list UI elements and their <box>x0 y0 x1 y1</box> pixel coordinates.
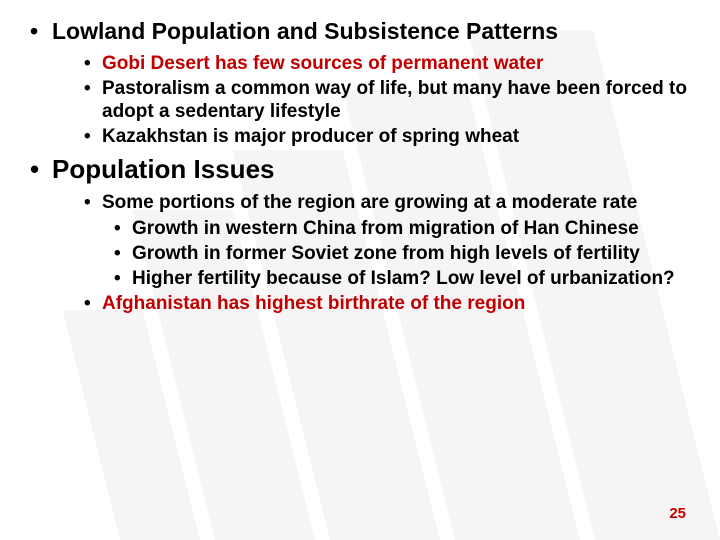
bullet-text: Some portions of the region are growing … <box>102 191 690 214</box>
outline-level2-list: •Gobi Desert has few sources of permanen… <box>84 52 690 149</box>
outline-level3: •Growth in former Soviet zone from high … <box>114 242 690 265</box>
outline-level3: •Growth in western China from migration … <box>114 217 690 240</box>
outline-level2: •Gobi Desert has few sources of permanen… <box>84 52 690 75</box>
bullet-glyph: • <box>84 191 102 214</box>
bullet-text: Population Issues <box>52 154 690 185</box>
bullet-text: Pastoralism a common way of life, but ma… <box>102 77 690 123</box>
bullet-glyph: • <box>84 125 102 148</box>
outline-root: •Lowland Population and Subsistence Patt… <box>30 18 690 315</box>
page-number: 25 <box>669 505 686 522</box>
bullet-text: Higher fertility because of Islam? Low l… <box>132 267 690 290</box>
outline-level2: •Afghanistan has highest birthrate of th… <box>84 292 690 315</box>
outline-level2: •Some portions of the region are growing… <box>84 191 690 290</box>
bullet-text: Growth in former Soviet zone from high l… <box>132 242 690 265</box>
bullet-glyph: • <box>30 18 52 46</box>
bullet-glyph: • <box>84 77 102 123</box>
outline-level2: •Kazakhstan is major producer of spring … <box>84 125 690 148</box>
bullet-text: Afghanistan has highest birthrate of the… <box>102 292 690 315</box>
bullet-glyph: • <box>84 52 102 75</box>
outline-level1: •Lowland Population and Subsistence Patt… <box>30 18 690 148</box>
bullet-text: Growth in western China from migration o… <box>132 217 690 240</box>
outline-level3: •Higher fertility because of Islam? Low … <box>114 267 690 290</box>
bullet-glyph: • <box>30 154 52 185</box>
bullet-text: Lowland Population and Subsistence Patte… <box>52 18 690 46</box>
bullet-text: Kazakhstan is major producer of spring w… <box>102 125 690 148</box>
outline-level2: •Pastoralism a common way of life, but m… <box>84 77 690 123</box>
bullet-glyph: • <box>114 217 132 240</box>
slide-content: •Lowland Population and Subsistence Patt… <box>0 0 720 315</box>
bullet-glyph: • <box>114 267 132 290</box>
outline-level1: •Population Issues•Some portions of the … <box>30 154 690 315</box>
outline-level2-list: •Some portions of the region are growing… <box>84 191 690 315</box>
outline-level3-list: •Growth in western China from migration … <box>114 217 690 291</box>
bullet-text: Gobi Desert has few sources of permanent… <box>102 52 690 75</box>
bullet-glyph: • <box>114 242 132 265</box>
bullet-glyph: • <box>84 292 102 315</box>
